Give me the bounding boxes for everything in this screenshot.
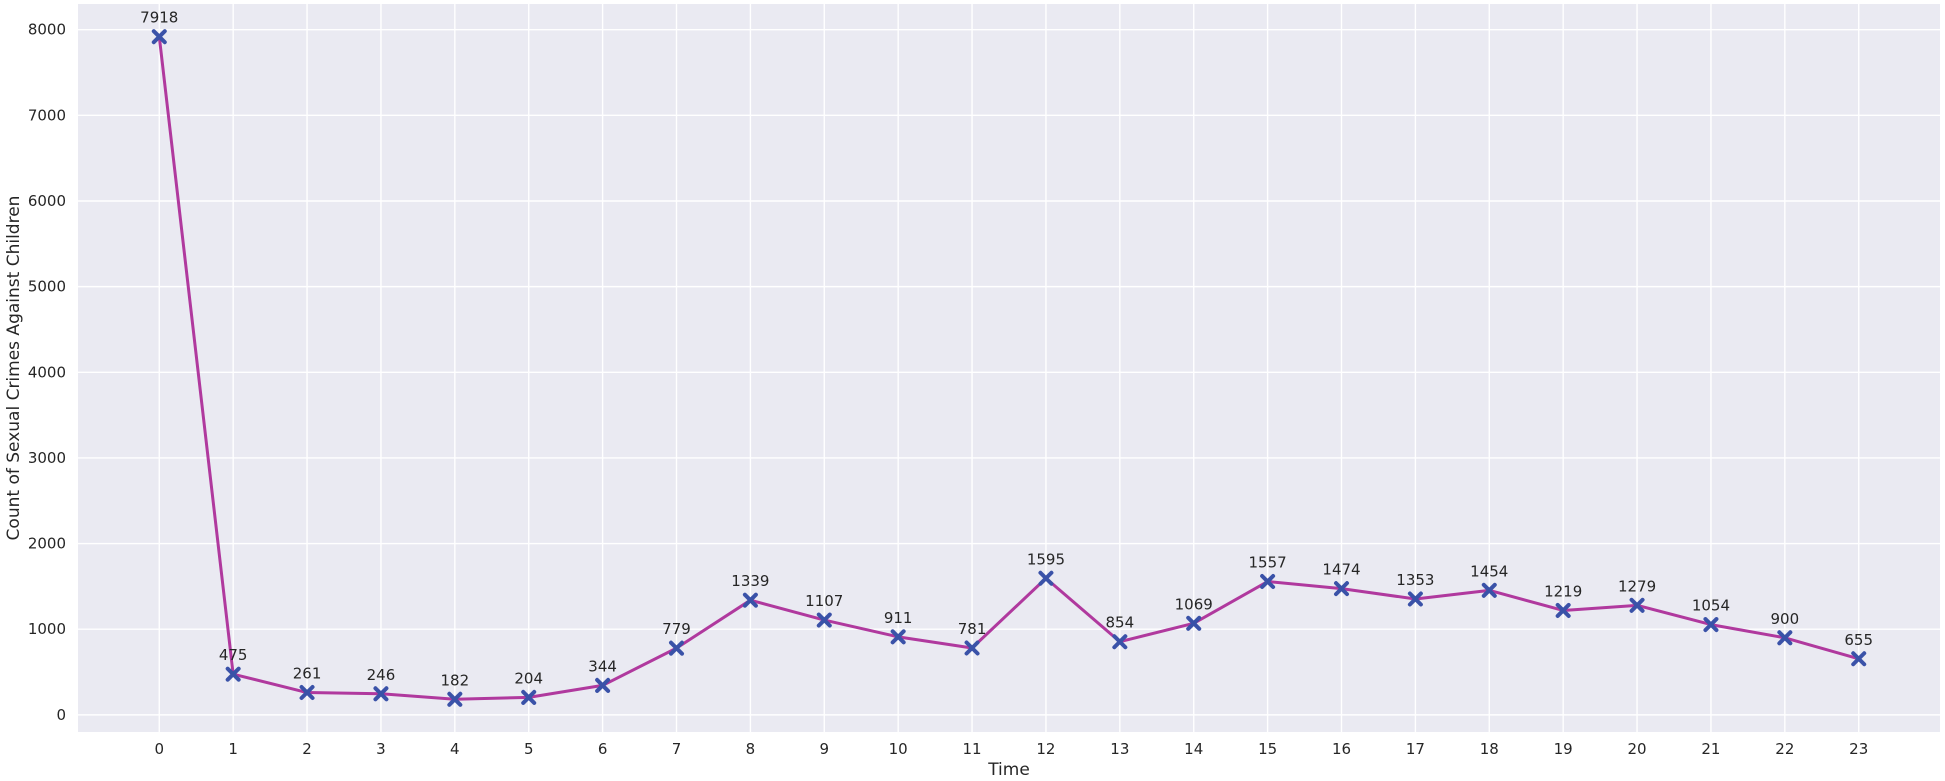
data-point-marker xyxy=(373,686,389,702)
x-tick-label: 22 xyxy=(1775,740,1794,758)
x-tick-label: 19 xyxy=(1554,740,1573,758)
data-label: 1107 xyxy=(805,592,843,610)
data-point-marker xyxy=(890,629,906,645)
data-point-marker xyxy=(1038,570,1054,586)
data-point-marker xyxy=(1555,602,1571,618)
data-label: 1454 xyxy=(1470,562,1508,580)
data-label: 261 xyxy=(293,665,322,683)
x-tick-label: 15 xyxy=(1258,740,1277,758)
x-tick-label: 21 xyxy=(1701,740,1720,758)
x-tick-label: 1 xyxy=(228,740,238,758)
data-point-marker xyxy=(225,666,241,682)
data-point-marker xyxy=(1186,615,1202,631)
data-label: 7918 xyxy=(140,9,178,27)
data-point-marker xyxy=(1260,574,1276,590)
data-label: 182 xyxy=(441,671,470,689)
data-label: 1219 xyxy=(1544,582,1582,600)
data-label: 854 xyxy=(1106,614,1135,632)
data-point-marker xyxy=(742,592,758,608)
data-label: 1339 xyxy=(731,572,769,590)
markers xyxy=(151,29,1867,707)
y-tick-label: 6000 xyxy=(28,192,66,210)
data-point-marker xyxy=(447,691,463,707)
data-point-marker xyxy=(1703,617,1719,633)
x-tick-label: 23 xyxy=(1849,740,1868,758)
data-label: 1557 xyxy=(1249,554,1287,572)
data-label: 779 xyxy=(662,620,691,638)
y-tick-label: 7000 xyxy=(28,106,66,124)
data-label: 1353 xyxy=(1396,571,1434,589)
data-label: 1595 xyxy=(1027,550,1065,568)
data-point-marker xyxy=(521,689,537,705)
y-axis-label: Count of Sexual Crimes Against Children xyxy=(4,196,24,541)
data-point-marker xyxy=(1334,581,1349,597)
data-label: 246 xyxy=(367,666,396,684)
data-label: 1069 xyxy=(1175,595,1213,613)
data-label: 1474 xyxy=(1322,561,1360,579)
data-point-marker xyxy=(1777,630,1793,646)
x-tick-label: 7 xyxy=(672,740,682,758)
series-line-path xyxy=(157,36,1860,701)
y-tick-label: 5000 xyxy=(28,278,66,296)
data-point-marker xyxy=(299,685,315,701)
data-labels: 7918 475 261 246 182 204 344 779 1339 1107 911 781 1… xyxy=(140,9,1873,690)
y-tick-label: 3000 xyxy=(28,449,66,467)
x-tick-label: 17 xyxy=(1406,740,1425,758)
data-label: 1054 xyxy=(1692,597,1730,615)
data-point-marker xyxy=(964,640,980,656)
y-tick-label: 8000 xyxy=(28,21,66,39)
data-label: 475 xyxy=(219,646,248,664)
data-point-marker xyxy=(1112,634,1128,650)
data-label: 781 xyxy=(958,620,987,638)
y-tick-labels: 0 1000 2000 3000 4000 5000 6000 7000 8000 xyxy=(28,21,66,724)
y-tick-label: 0 xyxy=(56,706,66,724)
x-tick-label: 3 xyxy=(376,740,386,758)
x-tick-label: 12 xyxy=(1036,740,1055,758)
x-tick-label: 2 xyxy=(302,740,312,758)
x-tick-label: 10 xyxy=(889,740,908,758)
data-label: 204 xyxy=(514,669,543,687)
x-tick-label: 11 xyxy=(963,740,982,758)
data-point-marker xyxy=(595,677,611,693)
x-tick-label: 4 xyxy=(450,740,460,758)
y-tick-label: 4000 xyxy=(28,363,66,381)
data-label: 911 xyxy=(884,609,913,627)
data-point-marker xyxy=(1629,597,1645,613)
data-point-marker xyxy=(669,640,684,656)
data-label: 1279 xyxy=(1618,577,1656,595)
x-tick-labels: 0 1 2 3 4 5 6 7 8 9 10 11 12 13 14 15 16 17 18 19 20 21 22 23 xyxy=(155,740,1869,758)
y-tick-label: 2000 xyxy=(28,535,66,553)
data-point-marker xyxy=(1481,582,1497,598)
data-point-marker xyxy=(1851,651,1867,667)
data-point-marker xyxy=(1407,591,1423,607)
x-tick-label: 20 xyxy=(1628,740,1647,758)
data-label: 900 xyxy=(1771,610,1800,628)
plot-area xyxy=(78,4,1940,732)
x-tick-label: 5 xyxy=(524,740,534,758)
data-point-marker xyxy=(816,612,832,628)
x-tick-label: 6 xyxy=(598,740,608,758)
x-tick-label: 9 xyxy=(820,740,830,758)
x-tick-label: 16 xyxy=(1332,740,1351,758)
grid xyxy=(78,4,1940,732)
x-tick-label: 13 xyxy=(1110,740,1129,758)
data-label: 655 xyxy=(1844,631,1873,649)
data-point-marker xyxy=(151,29,167,45)
data-label: 344 xyxy=(588,657,617,675)
x-axis-label: Time xyxy=(987,760,1030,780)
x-tick-label: 14 xyxy=(1184,740,1203,758)
x-tick-label: 8 xyxy=(746,740,756,758)
x-tick-label: 0 xyxy=(155,740,165,758)
series-line xyxy=(157,36,1860,701)
x-tick-label: 18 xyxy=(1480,740,1499,758)
y-tick-label: 1000 xyxy=(28,620,66,638)
